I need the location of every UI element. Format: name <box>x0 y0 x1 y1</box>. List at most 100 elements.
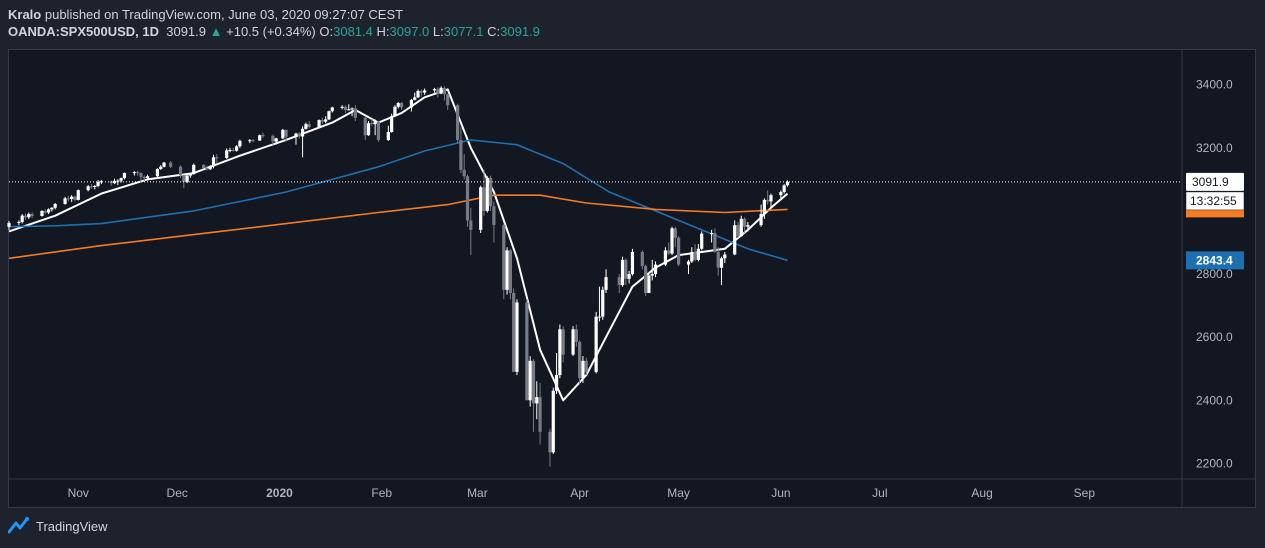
candle <box>274 137 278 145</box>
candle <box>601 286 605 320</box>
candle <box>746 221 750 232</box>
candle <box>155 168 160 177</box>
candle <box>769 193 773 208</box>
candle <box>512 288 516 372</box>
candle <box>693 244 697 262</box>
moving-averages <box>8 88 789 402</box>
candle <box>439 86 443 95</box>
x-tick-label: 2020 <box>266 486 293 500</box>
candle <box>713 228 717 253</box>
candle <box>696 244 701 262</box>
candle <box>53 203 57 210</box>
chart-frame[interactable] <box>8 49 1256 508</box>
x-tick-label: Dec <box>167 486 188 500</box>
candle <box>307 121 311 129</box>
candle <box>370 118 374 126</box>
candle <box>70 195 74 203</box>
candle <box>93 185 97 190</box>
candle <box>640 250 644 270</box>
footer: TradingView <box>8 516 108 536</box>
candle <box>73 195 77 202</box>
candle <box>343 105 348 114</box>
candle <box>50 207 54 212</box>
candle <box>27 212 31 219</box>
x-tick-label: Sep <box>1074 486 1096 500</box>
open-value: 3081.4 <box>333 24 373 39</box>
candle <box>535 381 539 420</box>
candle <box>340 105 344 110</box>
brand-name[interactable]: TradingView <box>36 518 108 534</box>
candle <box>20 214 24 224</box>
tradingview-logo-icon[interactable] <box>8 516 30 536</box>
low-value: 3077.1 <box>443 24 484 39</box>
candle <box>624 258 628 286</box>
candle <box>578 340 582 385</box>
symbol-label[interactable]: OANDA:SPX500USD, 1D <box>8 24 159 39</box>
candle <box>650 259 654 281</box>
candle <box>119 177 123 183</box>
candle <box>373 119 377 136</box>
candle <box>525 299 529 401</box>
ma-mid-badge <box>1186 251 1244 270</box>
candle <box>23 213 28 220</box>
candle <box>419 89 423 97</box>
candle <box>386 125 390 141</box>
candle <box>136 170 140 176</box>
candle <box>690 247 694 263</box>
candles <box>7 86 790 467</box>
candle <box>719 256 724 286</box>
candle <box>782 184 786 194</box>
candle <box>528 356 532 407</box>
candle <box>627 270 631 284</box>
candle <box>139 172 143 183</box>
candle <box>320 117 324 124</box>
x-tick-label: May <box>667 486 690 500</box>
candle <box>446 93 450 110</box>
candle <box>409 98 414 112</box>
candle <box>459 127 463 174</box>
candle <box>571 326 575 357</box>
grid <box>9 50 1255 507</box>
candle <box>779 190 783 199</box>
candle <box>86 185 90 192</box>
y-tick-label: 2800.0 <box>1196 267 1233 281</box>
candle <box>96 180 100 188</box>
candle <box>258 134 262 141</box>
candle <box>215 154 219 164</box>
candle <box>686 259 691 275</box>
candle <box>442 86 447 101</box>
candle <box>231 147 235 152</box>
candle <box>554 352 559 394</box>
x-tick-label: Nov <box>68 486 89 500</box>
candle <box>347 104 351 111</box>
publish-info: published on TradingView.com, June 03, 2… <box>44 7 404 22</box>
author-name[interactable]: Kralo <box>8 7 42 22</box>
y-tick-label: 3400.0 <box>1196 78 1233 92</box>
candle <box>363 116 367 140</box>
candle <box>178 165 183 178</box>
candle <box>785 180 790 187</box>
candle <box>159 165 163 170</box>
y-tick-label: 2400.0 <box>1196 393 1233 407</box>
candle <box>673 226 677 248</box>
candle <box>462 154 466 180</box>
candle <box>353 105 357 121</box>
y-tick-label: 2200.0 <box>1196 456 1233 470</box>
x-axis: Nov Dec 2020 Feb Mar Apr May Jun Jul Aug Sep <box>68 486 1096 500</box>
candle <box>482 169 486 216</box>
y-tick-label: 3200.0 <box>1196 141 1233 155</box>
candle <box>205 165 209 171</box>
price-change: +10.5 (+0.34%) <box>226 24 316 39</box>
x-tick-label: Aug <box>971 486 992 500</box>
candle <box>284 129 288 142</box>
open-label: O: <box>319 24 334 39</box>
candle <box>670 226 674 256</box>
candle <box>327 110 331 121</box>
candle <box>594 311 598 374</box>
candle <box>647 272 651 293</box>
candle <box>99 180 103 185</box>
candle <box>558 324 562 379</box>
close-value: 3091.9 <box>500 24 540 39</box>
candle <box>281 128 285 139</box>
